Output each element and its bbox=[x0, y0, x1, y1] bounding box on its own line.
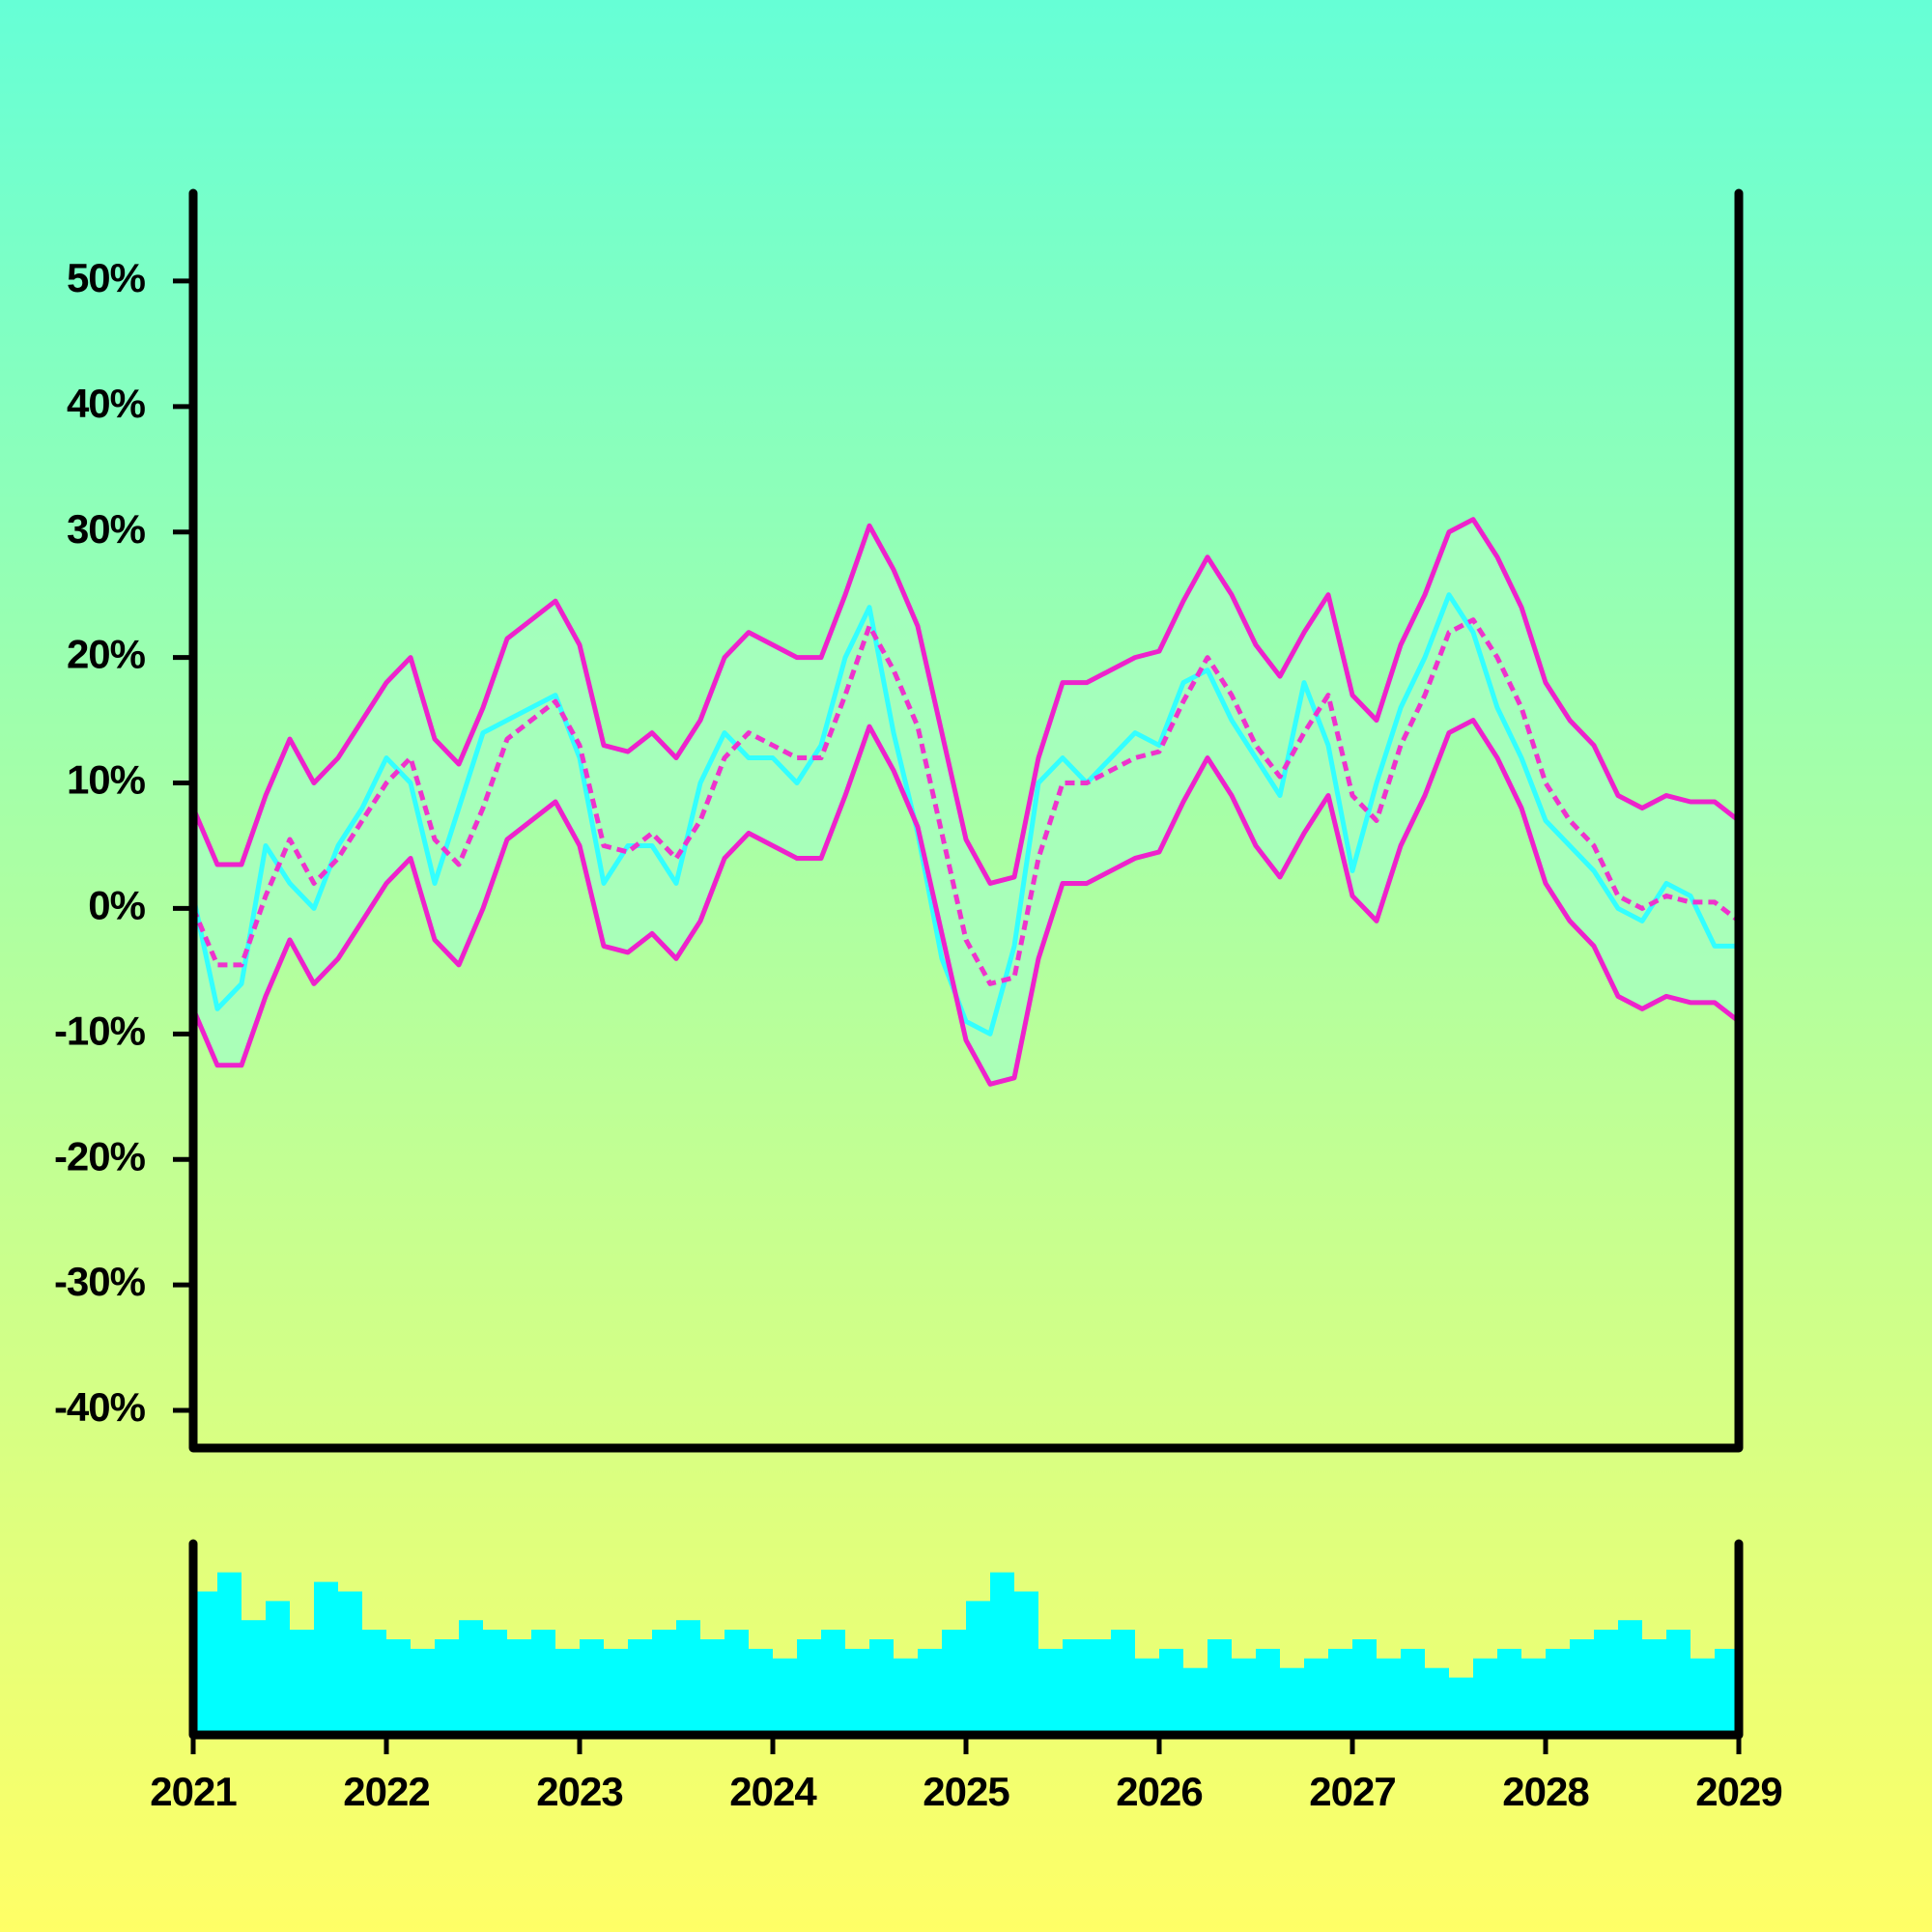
volume-bar bbox=[1256, 1648, 1280, 1735]
x-tick-label: 2021 bbox=[150, 1769, 237, 1814]
volume-bar bbox=[1280, 1667, 1304, 1735]
volume-bar bbox=[1087, 1639, 1111, 1735]
volume-bar bbox=[966, 1601, 990, 1735]
volume-bar bbox=[990, 1572, 1014, 1735]
x-tick-label: 2024 bbox=[729, 1769, 817, 1814]
x-tick-label: 2027 bbox=[1309, 1769, 1395, 1814]
volume-bar bbox=[242, 1620, 266, 1735]
y-tick-label: 0% bbox=[88, 883, 145, 928]
plot-area bbox=[193, 517, 1739, 1087]
volume-bar bbox=[676, 1620, 700, 1735]
y-tick-label: 20% bbox=[67, 632, 146, 677]
y-tick-label: 30% bbox=[67, 506, 146, 552]
y-tick-label: 10% bbox=[67, 757, 146, 803]
volume-bar bbox=[531, 1630, 555, 1735]
volume-bar bbox=[749, 1648, 773, 1735]
band-line bbox=[193, 718, 1739, 1087]
volume-bar bbox=[797, 1639, 821, 1735]
volume-bar bbox=[1473, 1658, 1497, 1735]
volume-bar bbox=[1038, 1648, 1063, 1735]
y-tick-label: -20% bbox=[54, 1133, 146, 1179]
axis-frame bbox=[188, 188, 1744, 1453]
volume-bar bbox=[459, 1620, 483, 1735]
volume-bar bbox=[1328, 1648, 1352, 1735]
volume-bar bbox=[652, 1630, 676, 1735]
volume-bar bbox=[1135, 1658, 1159, 1735]
y-tick-label: -10% bbox=[54, 1008, 146, 1053]
volume-bar bbox=[1304, 1658, 1328, 1735]
volume-bar bbox=[314, 1581, 338, 1735]
volume-bar bbox=[386, 1639, 411, 1735]
volume-bar bbox=[555, 1648, 580, 1735]
volume-bar bbox=[1183, 1667, 1208, 1735]
volume-bar bbox=[1570, 1639, 1594, 1735]
volume-bar bbox=[845, 1648, 869, 1735]
volume-bar bbox=[894, 1658, 918, 1735]
y-tick-label: -30% bbox=[54, 1259, 146, 1304]
x-tick-label: 2029 bbox=[1695, 1769, 1781, 1814]
x-tick-label: 2023 bbox=[536, 1769, 622, 1814]
band-line bbox=[193, 517, 1739, 886]
volume-bar bbox=[1232, 1658, 1256, 1735]
volume-bar bbox=[1063, 1639, 1087, 1735]
band-fill bbox=[193, 519, 1739, 1085]
volume-bar bbox=[1159, 1648, 1183, 1735]
volume-bar bbox=[1208, 1639, 1232, 1735]
y-tick-label: 40% bbox=[67, 381, 146, 426]
y-tick-label: 50% bbox=[67, 255, 146, 300]
x-tick-label: 2022 bbox=[343, 1769, 429, 1814]
volume-bar bbox=[1642, 1639, 1666, 1735]
axis-frame bbox=[188, 1539, 1744, 1740]
volume-bar bbox=[1449, 1677, 1473, 1735]
volume-bar bbox=[700, 1639, 724, 1735]
volume-bar bbox=[773, 1658, 797, 1735]
volume-bar bbox=[1352, 1639, 1377, 1735]
volume-area bbox=[193, 1572, 1739, 1735]
volume-bar bbox=[628, 1639, 652, 1735]
volume-bar bbox=[1401, 1648, 1425, 1735]
volume-bar bbox=[1690, 1658, 1715, 1735]
x-tick-label: 2025 bbox=[923, 1769, 1009, 1814]
volume-bar bbox=[580, 1639, 604, 1735]
volume-bar bbox=[507, 1639, 531, 1735]
volume-bar bbox=[1497, 1648, 1521, 1735]
volume-bar bbox=[1546, 1648, 1570, 1735]
volume-bar bbox=[1425, 1667, 1449, 1735]
price-line bbox=[193, 592, 1739, 1037]
volume-bar bbox=[1111, 1630, 1135, 1735]
volume-bar bbox=[217, 1572, 242, 1735]
volume-bar bbox=[604, 1648, 628, 1735]
volume-bar bbox=[1666, 1630, 1690, 1735]
band-line bbox=[193, 617, 1739, 986]
volume-bar bbox=[821, 1630, 845, 1735]
volume-bar bbox=[1377, 1658, 1401, 1735]
volume-bar bbox=[1521, 1658, 1546, 1735]
x-tick-label: 2026 bbox=[1116, 1769, 1202, 1814]
volume-bar bbox=[266, 1601, 290, 1735]
volume-bar bbox=[942, 1630, 966, 1735]
volume-bar bbox=[918, 1648, 942, 1735]
volume-bar bbox=[1594, 1630, 1618, 1735]
x-tick-label: 2028 bbox=[1502, 1769, 1589, 1814]
volume-bar bbox=[435, 1639, 459, 1735]
volume-bar bbox=[362, 1630, 386, 1735]
volume-bar bbox=[338, 1591, 362, 1735]
volume-bar bbox=[724, 1630, 749, 1735]
volume-bar bbox=[1014, 1591, 1038, 1735]
y-tick-label: -40% bbox=[54, 1384, 146, 1430]
volume-bar bbox=[869, 1639, 894, 1735]
volume-bar bbox=[290, 1630, 314, 1735]
volume-bar bbox=[411, 1648, 435, 1735]
volume-bar bbox=[1618, 1620, 1642, 1735]
volume-bar bbox=[483, 1630, 507, 1735]
